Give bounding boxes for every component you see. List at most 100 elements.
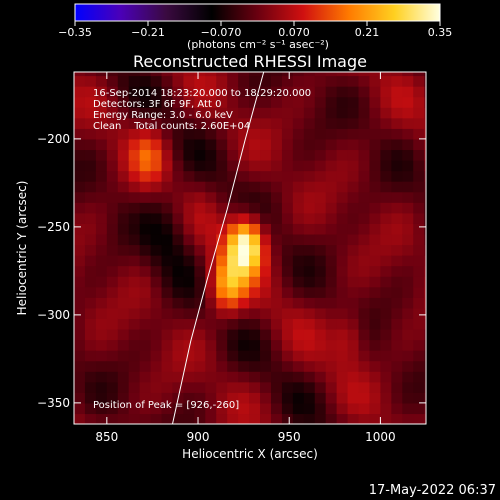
heatmap-cell	[391, 339, 403, 351]
heatmap-cell	[325, 339, 338, 351]
heatmap-cell	[424, 75, 426, 87]
heatmap-cell	[194, 413, 206, 424]
heatmap-cell	[281, 328, 294, 341]
heatmap-cell	[183, 402, 195, 415]
heatmap-cell	[106, 392, 119, 404]
heatmap-cell	[347, 360, 360, 372]
heatmap-cell	[205, 371, 217, 383]
heatmap-cell	[139, 286, 152, 298]
heatmap-cell	[128, 402, 141, 415]
heatmap-cell	[270, 138, 283, 151]
heatmap-cell	[303, 360, 316, 372]
heatmap-cell	[380, 286, 392, 298]
heatmap-cell	[391, 286, 403, 298]
heatmap-cell	[336, 318, 349, 330]
heatmap-cell	[205, 75, 217, 87]
heatmap-cell	[74, 307, 86, 319]
heatmap-cell	[238, 297, 250, 309]
heatmap-cell	[139, 255, 152, 267]
heatmap-cell	[106, 328, 119, 341]
heatmap-cell	[413, 402, 425, 415]
heatmap-cell	[183, 160, 195, 172]
heatmap-cell	[270, 402, 283, 415]
heatmap-cell	[74, 297, 86, 309]
heatmap-cell	[424, 117, 426, 129]
heatmap-cell	[95, 307, 108, 319]
heatmap-cell	[128, 413, 141, 424]
heatmap-cell	[303, 181, 316, 193]
heatmap-cell	[336, 307, 349, 319]
heatmap-cell	[358, 128, 371, 140]
y-tick-label: −250	[37, 220, 70, 234]
heatmap-cell	[391, 149, 403, 161]
heatmap-cell	[281, 107, 294, 119]
heatmap-cell	[358, 371, 371, 383]
heatmap-cell	[380, 170, 392, 182]
heatmap-cell	[84, 328, 97, 341]
heatmap-cell	[413, 360, 425, 372]
heatmap-cell	[117, 307, 130, 319]
heatmap-cell	[238, 328, 250, 341]
heatmap-cell	[369, 265, 382, 277]
heatmap-cell	[281, 170, 294, 182]
heatmap-cell	[336, 86, 349, 98]
heatmap-cell	[391, 75, 403, 87]
heatmap-cell	[106, 413, 119, 424]
heatmap-cell	[227, 75, 239, 87]
heatmap-cell	[325, 371, 338, 383]
heatmap-cell	[106, 202, 119, 214]
heatmap-cell	[402, 128, 414, 140]
heatmap-cell	[380, 413, 392, 424]
heatmap-cell	[402, 212, 414, 224]
heatmap-cell	[194, 328, 206, 341]
heatmap-cell	[347, 402, 360, 415]
heatmap-cell	[128, 212, 141, 224]
heatmap-cell	[183, 360, 195, 372]
heatmap-cell	[336, 72, 349, 77]
heatmap-cell	[314, 350, 327, 362]
heatmap-cell	[216, 75, 228, 87]
heatmap-cell	[117, 149, 130, 161]
colorbar: −0.35 −0.21 −0.070 0.070 0.21 0.35 (photons c…	[58, 3, 452, 51]
heatmap-cell	[74, 339, 86, 351]
heatmap-cell	[292, 318, 305, 330]
heatmap-cell	[205, 202, 217, 214]
heatmap-cell	[238, 107, 250, 119]
heatmap-cell	[391, 138, 403, 151]
heatmap-cell	[347, 413, 360, 424]
heatmap-cell	[74, 413, 86, 424]
heatmap-cell	[238, 371, 250, 383]
heatmap-cell	[358, 170, 371, 182]
heatmap-cell	[238, 117, 250, 129]
heatmap-cell	[194, 223, 206, 235]
heatmap-cell	[194, 276, 206, 288]
heatmap-cell	[380, 86, 392, 98]
heatmap-cell	[227, 371, 239, 383]
heatmap-cell	[216, 202, 228, 214]
heatmap-cell	[249, 128, 261, 140]
heatmap-cell	[139, 371, 152, 383]
heatmap-cell	[227, 265, 239, 277]
heatmap-cell	[413, 223, 425, 235]
heatmap-cell	[424, 86, 426, 98]
heatmap-cell	[205, 360, 217, 372]
heatmap-cell	[391, 117, 403, 129]
heatmap-cell	[161, 138, 174, 151]
heatmap-cell	[150, 392, 163, 404]
heatmap-cell	[238, 96, 250, 108]
heatmap-cell	[281, 371, 294, 383]
heatmap-cell	[336, 255, 349, 267]
heatmap-cell	[413, 86, 425, 98]
heatmap-cell	[172, 381, 185, 393]
heatmap-cell	[227, 413, 239, 424]
heatmap-cell	[281, 223, 294, 235]
heatmap-cell	[172, 202, 185, 214]
heatmap-cell	[424, 170, 426, 182]
heatmap-cell	[336, 392, 349, 404]
heatmap-cell	[128, 350, 141, 362]
heatmap-cell	[205, 413, 217, 424]
heatmap-cell	[402, 371, 414, 383]
heatmap-cell	[347, 255, 360, 267]
heatmap-cell	[139, 328, 152, 341]
heatmap-cell	[314, 202, 327, 214]
